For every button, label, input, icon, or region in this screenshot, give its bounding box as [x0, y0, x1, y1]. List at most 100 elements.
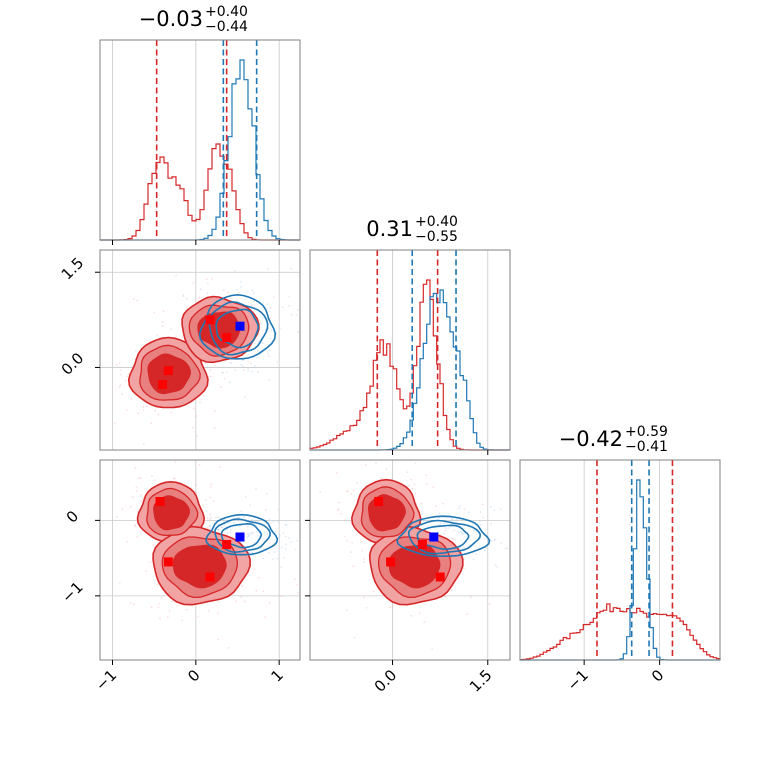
sample-point	[343, 535, 346, 538]
sample-point	[134, 525, 137, 527]
sample-point	[413, 483, 416, 486]
sample-point	[362, 596, 365, 599]
sample-point	[210, 517, 212, 519]
sample-point	[462, 533, 465, 536]
sample-point	[267, 355, 270, 357]
sample-point	[463, 567, 465, 570]
sample-point	[490, 523, 492, 525]
sample-point	[361, 549, 363, 552]
sample-point	[228, 297, 231, 300]
sample-point	[157, 606, 160, 608]
marker-square	[158, 380, 167, 390]
sample-point	[218, 600, 221, 603]
sample-point	[197, 615, 200, 618]
sample-point	[426, 483, 428, 486]
sample-point	[217, 612, 219, 614]
sample-point	[458, 531, 460, 534]
sample-point	[153, 479, 156, 482]
sample-point	[133, 603, 135, 606]
sample-point	[129, 505, 132, 508]
sample-point	[283, 556, 286, 559]
sample-point	[134, 467, 137, 470]
sample-point	[246, 290, 249, 293]
sample-point	[344, 519, 346, 521]
sample-point	[137, 477, 140, 480]
sample-point	[450, 589, 453, 592]
sample-point	[267, 303, 269, 305]
sample-point	[423, 621, 426, 624]
marker-square	[435, 572, 445, 582]
sample-point	[290, 267, 293, 270]
sample-point	[229, 528, 232, 531]
sample-point	[350, 551, 352, 554]
sample-point	[266, 492, 268, 495]
sample-point	[210, 278, 213, 280]
sample-point	[294, 548, 297, 551]
hist-red-p0	[100, 143, 300, 241]
sample-point	[252, 300, 255, 302]
sample-point	[237, 291, 240, 294]
sample-point	[264, 328, 267, 331]
sample-point	[209, 496, 212, 499]
density-contour-blue	[416, 524, 470, 551]
sample-point	[247, 535, 250, 537]
sample-point	[171, 600, 174, 603]
sample-point	[232, 522, 235, 525]
sample-point	[226, 528, 229, 531]
sample-point	[451, 537, 454, 540]
sample-point	[119, 384, 122, 386]
sample-point	[246, 536, 249, 539]
sample-point	[206, 278, 208, 281]
sample-point	[338, 501, 341, 504]
sample-point	[285, 535, 287, 538]
sample-point	[170, 411, 173, 414]
title-main: −0.03	[139, 7, 203, 31]
sample-point	[276, 520, 279, 523]
marker-square	[235, 532, 245, 542]
sample-point	[227, 291, 229, 294]
sample-point	[173, 477, 176, 480]
sample-point	[135, 490, 138, 493]
sample-point	[219, 386, 222, 389]
sample-point	[363, 558, 365, 560]
sample-point	[288, 537, 290, 540]
hist-red-p1	[309, 279, 510, 451]
sample-point	[263, 532, 266, 534]
sample-point	[198, 463, 201, 466]
sample-point	[195, 491, 198, 494]
sample-point	[257, 520, 259, 522]
sample-point	[356, 482, 359, 484]
x-tick-label: 1.5	[466, 666, 496, 696]
sample-point	[268, 310, 270, 313]
sample-point	[135, 486, 138, 489]
sample-point	[273, 551, 276, 553]
sample-point	[444, 596, 447, 598]
marker-square	[155, 497, 165, 506]
sample-point	[134, 349, 137, 352]
density-contour-blue	[215, 308, 260, 349]
marker-square	[386, 557, 396, 567]
sample-point	[182, 295, 185, 298]
sample-point	[272, 520, 275, 523]
sample-point	[153, 311, 156, 314]
sample-point	[256, 340, 259, 343]
marker-square	[163, 366, 173, 376]
panel-title: 0.31 +0.40−0.55	[366, 214, 458, 245]
sample-point	[346, 540, 348, 542]
sample-point	[365, 606, 368, 609]
sample-point	[243, 516, 245, 519]
sample-point	[296, 308, 299, 311]
sample-point	[220, 526, 223, 528]
sample-point	[213, 427, 216, 430]
sample-point	[480, 523, 482, 526]
sample-point	[136, 299, 139, 302]
sample-point	[295, 314, 298, 316]
sample-point	[115, 364, 118, 366]
sample-point	[240, 363, 242, 366]
sample-point	[274, 531, 277, 533]
sample-point	[247, 533, 250, 535]
sample-point	[268, 349, 271, 351]
sample-point	[351, 542, 354, 544]
sample-point	[217, 528, 220, 531]
sample-point	[199, 288, 202, 291]
